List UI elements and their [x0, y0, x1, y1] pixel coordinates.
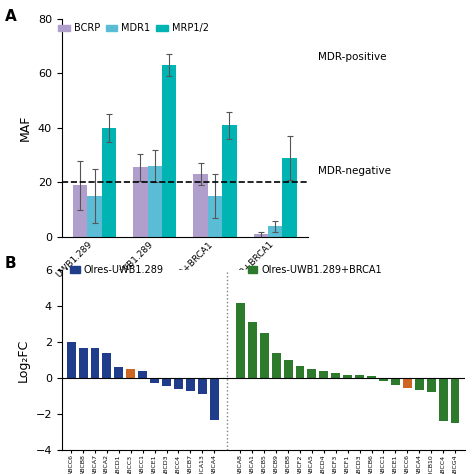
Bar — [248, 322, 257, 378]
Bar — [73, 185, 87, 237]
Bar — [210, 378, 219, 419]
Bar — [450, 378, 459, 423]
Bar — [391, 378, 400, 384]
Bar — [254, 234, 268, 237]
Bar — [308, 369, 317, 378]
Bar — [102, 353, 111, 378]
Bar — [438, 378, 447, 421]
Bar — [283, 158, 297, 237]
Bar — [403, 378, 412, 388]
Bar — [415, 378, 424, 390]
Bar — [87, 196, 102, 237]
Y-axis label: MAF: MAF — [19, 115, 32, 141]
Bar — [198, 378, 207, 393]
Bar — [427, 378, 436, 392]
Bar — [79, 347, 88, 378]
Bar — [186, 378, 195, 391]
Bar — [162, 65, 176, 237]
Bar — [91, 347, 100, 378]
Bar — [126, 369, 135, 378]
Text: MDR-positive: MDR-positive — [318, 52, 386, 62]
Bar — [133, 167, 147, 237]
Bar — [367, 376, 376, 378]
Bar — [236, 302, 245, 378]
Bar — [355, 374, 364, 378]
Bar — [283, 360, 292, 378]
Bar — [222, 125, 237, 237]
Text: A: A — [5, 9, 17, 25]
Bar — [138, 371, 147, 378]
Bar — [260, 333, 269, 378]
Y-axis label: Log₂FC: Log₂FC — [17, 338, 30, 382]
Bar — [208, 196, 222, 237]
Bar — [114, 367, 123, 378]
Bar — [162, 378, 171, 386]
Bar — [379, 378, 388, 381]
Bar — [296, 365, 304, 378]
Bar — [150, 378, 159, 383]
Legend: OIres-UWB1.289+BRCA1: OIres-UWB1.289+BRCA1 — [244, 261, 386, 278]
Bar — [67, 342, 76, 378]
Bar — [147, 166, 162, 237]
Bar — [268, 226, 283, 237]
Bar — [272, 353, 281, 378]
Bar — [193, 174, 208, 237]
Bar — [102, 128, 116, 237]
Text: B: B — [5, 256, 17, 271]
Bar — [343, 374, 352, 378]
Legend: BCRP, MDR1, MRP1/2: BCRP, MDR1, MRP1/2 — [54, 19, 213, 37]
Bar — [319, 371, 328, 378]
Bar — [174, 378, 183, 389]
Bar — [331, 373, 340, 378]
Text: MDR-negative: MDR-negative — [318, 165, 391, 176]
